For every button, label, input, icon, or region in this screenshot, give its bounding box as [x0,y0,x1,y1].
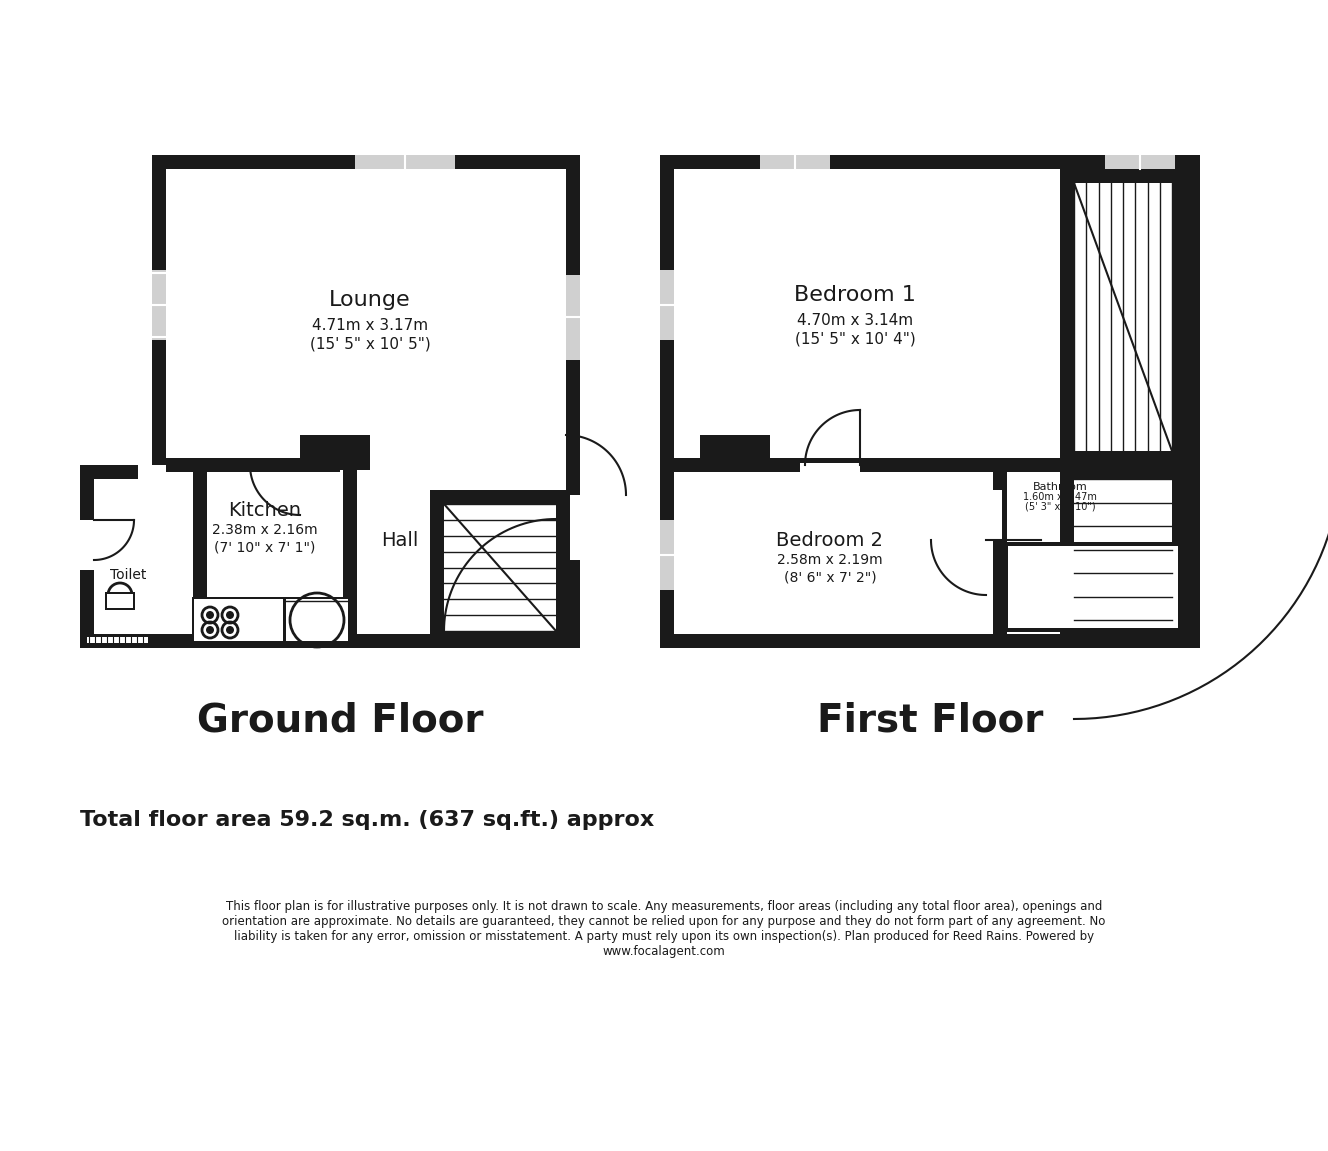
Bar [1074,183,1173,451]
Bar [566,495,582,561]
Bar [88,637,147,643]
Bar [660,155,1201,648]
Bar [166,458,340,472]
Text: First Floor: First Floor [817,701,1044,739]
Bar [284,597,351,643]
Text: (15' 5" x 10' 5"): (15' 5" x 10' 5") [309,336,430,351]
Bar [985,490,1003,540]
Bar [1000,458,1186,472]
Bar [286,599,348,641]
Text: Lounge: Lounge [329,290,410,310]
Text: Toilet: Toilet [110,567,146,582]
Text: Total floor area 59.2 sq.m. (637 sq.ft.) approx: Total floor area 59.2 sq.m. (637 sq.ft.)… [80,810,655,830]
Text: Bedroom 2: Bedroom 2 [777,531,883,549]
Text: Ground Floor: Ground Floor [197,701,483,739]
Bar [430,490,570,645]
Bar [300,435,371,470]
Bar [444,504,556,631]
Bar [166,169,566,634]
Text: (7' 10" x 7' 1"): (7' 10" x 7' 1") [214,540,316,554]
Text: 2.38m x 2.16m: 2.38m x 2.16m [212,523,317,538]
Bar [1105,155,1175,169]
Circle shape [206,611,214,619]
Bar [193,597,286,643]
Bar [700,435,770,470]
Text: (8' 6" x 7' 2"): (8' 6" x 7' 2") [784,570,876,584]
Bar [799,463,861,479]
Text: 2.58m x 2.19m: 2.58m x 2.19m [777,552,883,567]
Bar [94,479,138,634]
Bar [660,270,675,340]
Text: This floor plan is for illustrative purposes only. It is not drawn to scale. Any: This floor plan is for illustrative purp… [222,900,1106,958]
Bar [1074,479,1173,620]
Bar [108,594,133,608]
Circle shape [226,626,234,634]
Bar [105,592,135,610]
Text: 1.60m x 1.47m: 1.60m x 1.47m [1023,491,1097,502]
Bar [193,465,207,634]
Circle shape [206,626,214,634]
Bar [1060,169,1186,465]
Bar [80,465,151,648]
Text: Bedroom 1: Bedroom 1 [794,285,916,305]
Bar [151,155,580,648]
Bar [1017,576,1042,590]
Text: (15' 5" x 10' 4"): (15' 5" x 10' 4") [794,331,915,346]
Text: Bathroom: Bathroom [1033,482,1088,491]
Bar [151,270,166,340]
Bar [80,520,96,570]
Circle shape [226,611,234,619]
Bar [85,635,150,645]
Bar [1008,546,1178,628]
Bar [194,599,283,641]
Bar [675,169,1186,634]
Bar [660,520,675,590]
Text: (5' 3" x 4' 10"): (5' 3" x 4' 10") [1025,501,1096,511]
Bar [993,465,1007,634]
Bar [675,458,1000,472]
Bar [566,275,580,360]
Bar [343,465,357,634]
Bar [1060,465,1186,634]
Text: 4.70m x 3.14m: 4.70m x 3.14m [797,313,914,328]
Bar [1015,574,1045,592]
Bar [138,465,166,634]
Text: Hall: Hall [381,531,418,549]
Text: Kitchen: Kitchen [228,501,301,519]
Text: 4.71m x 3.17m: 4.71m x 3.17m [312,318,428,333]
Bar [355,155,456,169]
Bar [760,155,830,169]
Bar [1004,542,1182,632]
